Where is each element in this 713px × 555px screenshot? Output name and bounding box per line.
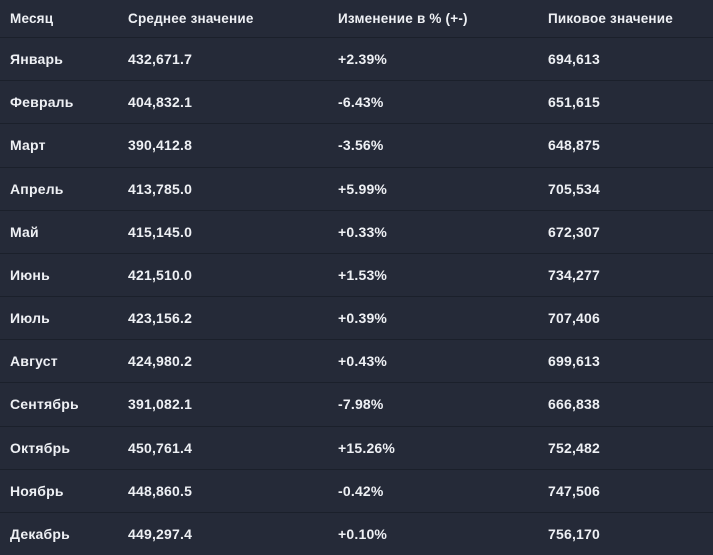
cell-change: +0.10% <box>338 525 388 542</box>
table-row: Ноябрь 448,860.5 -0.42% 747,506 <box>0 468 713 512</box>
cell-month: Март <box>10 137 46 154</box>
cell-change: +2.39% <box>338 51 388 68</box>
cell-average: 415,145.0 <box>128 223 193 240</box>
cell-peak: 705,534 <box>548 180 601 197</box>
cell-change: +0.43% <box>338 353 388 370</box>
table-row: Январь 432,671.7 +2.39% 694,613 <box>0 37 713 80</box>
table-row: Апрель 413,785.0 +5.99% 705,534 <box>0 166 713 210</box>
cell-month: Июль <box>10 310 50 327</box>
cell-average: 413,785.0 <box>128 180 193 197</box>
cell-month: Май <box>10 223 39 240</box>
cell-change: -3.56% <box>338 137 384 154</box>
cell-change: +5.99% <box>338 180 388 197</box>
table-header-row: Месяц Среднее значение Изменение в % (+-… <box>0 0 713 37</box>
cell-average: 391,082.1 <box>128 396 193 413</box>
table-row: Март 390,412.8 -3.56% 648,875 <box>0 123 713 166</box>
column-header-average: Среднее значение <box>128 11 254 26</box>
table-row: Сентябрь 391,082.1 -7.98% 666,838 <box>0 382 713 425</box>
cell-month: Август <box>10 353 58 370</box>
cell-change: +0.33% <box>338 223 388 240</box>
cell-average: 423,156.2 <box>128 310 193 327</box>
cell-average: 404,832.1 <box>128 94 193 111</box>
cell-average: 450,761.4 <box>128 439 193 456</box>
cell-month: Ноябрь <box>10 482 64 499</box>
table-row: Июль 423,156.2 +0.39% 707,406 <box>0 296 713 339</box>
cell-peak: 672,307 <box>548 223 601 240</box>
table-row: Октябрь 450,761.4 +15.26% 752,482 <box>0 425 713 469</box>
cell-peak: 707,406 <box>548 310 601 327</box>
table-row: Декабрь 449,297.4 +0.10% 756,170 <box>0 511 713 555</box>
cell-average: 432,671.7 <box>128 51 193 68</box>
column-header-month: Месяц <box>10 11 54 26</box>
cell-peak: 747,506 <box>548 482 601 499</box>
cell-average: 424,980.2 <box>128 353 193 370</box>
cell-change: +15.26% <box>338 439 396 456</box>
cell-peak: 752,482 <box>548 439 601 456</box>
cell-month: Сентябрь <box>10 396 79 413</box>
cell-month: Декабрь <box>10 525 70 542</box>
cell-change: -0.42% <box>338 482 384 499</box>
cell-change: +1.53% <box>338 266 388 283</box>
column-header-change: Изменение в % (+-) <box>338 11 468 26</box>
cell-month: Апрель <box>10 180 64 197</box>
table-row: Август 424,980.2 +0.43% 699,613 <box>0 339 713 382</box>
table-row: Июнь 421,510.0 +1.53% 734,277 <box>0 252 713 296</box>
column-header-peak: Пиковое значение <box>548 11 673 26</box>
cell-month: Февраль <box>10 94 74 111</box>
cell-month: Январь <box>10 51 64 68</box>
cell-peak: 734,277 <box>548 266 601 283</box>
cell-peak: 666,838 <box>548 396 601 413</box>
cell-month: Июнь <box>10 266 50 283</box>
table-row: Февраль 404,832.1 -6.43% 651,615 <box>0 80 713 123</box>
cell-average: 448,860.5 <box>128 482 193 499</box>
cell-average: 421,510.0 <box>128 266 193 283</box>
cell-average: 449,297.4 <box>128 525 193 542</box>
cell-peak: 651,615 <box>548 94 601 111</box>
cell-change: -7.98% <box>338 396 384 413</box>
cell-peak: 756,170 <box>548 525 601 542</box>
cell-peak: 694,613 <box>548 51 601 68</box>
cell-month: Октябрь <box>10 439 71 456</box>
cell-average: 390,412.8 <box>128 137 193 154</box>
table-row: Май 415,145.0 +0.33% 672,307 <box>0 209 713 253</box>
cell-change: +0.39% <box>338 310 388 327</box>
cell-change: -6.43% <box>338 94 384 111</box>
cell-peak: 699,613 <box>548 353 601 370</box>
cell-peak: 648,875 <box>548 137 601 154</box>
